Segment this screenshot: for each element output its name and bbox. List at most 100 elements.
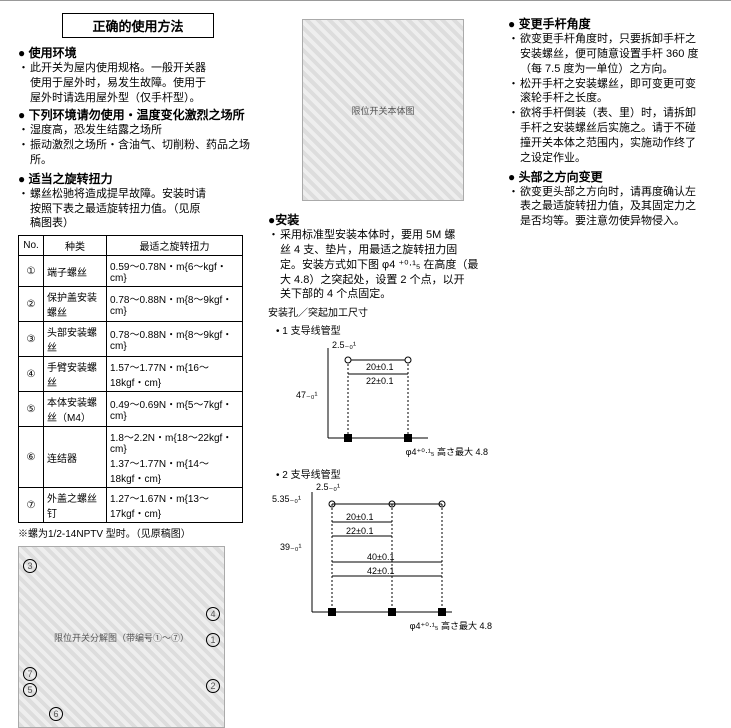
lever-angle-p1: ・ 欲变更手杆角度时，只要拆卸手杆之 安装螺丝，便可随意设置手杆 360 度 （…: [508, 32, 718, 77]
dimension-diagram-2: 2.5₋₀¹ 5.35₋₀¹ 20±0.1 22±0.1 39₋₀¹ 40±0.…: [272, 482, 492, 632]
dim-note: φ4⁺⁰·¹₅ 高さ最大 4.8: [406, 445, 488, 458]
th-type: 种类: [44, 236, 107, 256]
text-line: 稿图表）: [30, 216, 258, 231]
forbidden-env-heading-text: 下列环境请勿使用・温度变化激烈之场所: [29, 108, 245, 122]
page-title: 正确的使用方法: [62, 13, 214, 38]
usage-env-heading: ● 使用环境: [18, 44, 258, 61]
dim-text: 20±0.1: [346, 512, 373, 522]
page: 正确的使用方法 ● 使用环境 ・ 此开关为屋内使用规格。一般开关器 使用于屋外时…: [0, 5, 731, 728]
text-line: 按照下表之最适旋转扭力值。（见原: [30, 202, 258, 217]
dim1-svg: [288, 338, 488, 458]
lever-angle-p2: ・ 松开手杆之安装螺丝，即可变更可变 滚轮手杆之长度。: [508, 77, 718, 107]
forbidden-env-heading: ● 下列环境请勿使用・温度变化激烈之场所: [18, 108, 258, 124]
lever-angle-heading: ● 变更手杆角度: [508, 15, 718, 32]
text-line: （每 7.5 度为一单位）之方向。: [520, 62, 718, 77]
cell-no: ④: [19, 357, 44, 392]
dim-text: 47₋₀¹: [296, 390, 318, 401]
torque-heading: ● 适当之旋转扭力: [18, 170, 258, 187]
dim2-label: • 2 支导线管型: [276, 466, 498, 481]
text-line: 此开关为屋内使用规格。一般开关器: [30, 61, 258, 76]
cell-type: 连结器: [44, 427, 107, 488]
text-line: 之设定作业。: [520, 151, 718, 166]
table-row: ⑤本体安装螺丝（M4）0.49～0.69N・m{5～7kgf・cm}: [19, 392, 243, 427]
dim-note: φ4⁺⁰·¹₅ 高さ最大 4.8: [410, 619, 492, 632]
text-line: 表之最适旋转扭力值，及其固定力之: [520, 199, 718, 214]
cell-no: ⑤: [19, 392, 44, 427]
usage-env-paragraph: ・ 此开关为屋内使用规格。一般开关器 使用于屋外时，易发生故障。使用于 屋外时请…: [18, 61, 258, 106]
cell-torque: 0.78～0.88N・m{8～9kgf・cm}: [107, 322, 243, 357]
install-paragraph: ・ 采用标准型安装本体时，要用 5M 螺 丝 4 支、垫片，用最适之旋转扭力固 …: [268, 228, 498, 302]
cell-no: ⑥: [19, 427, 44, 488]
text-line: 欲将手杆倒装（表、里）时，请拆卸: [520, 106, 718, 121]
cell-no: ⑦: [19, 488, 44, 523]
dim-text: 22±0.1: [366, 376, 393, 386]
dim1-label: • 1 支导线管型: [276, 322, 498, 337]
mounting-hole-label: 安装孔／突起加工尺寸: [268, 304, 498, 319]
cell-torque: 1.57～1.77N・m{16～18kgf・cm}: [107, 357, 243, 392]
env-bullet-1: ・ 湿度高，恐发生结露之场所: [18, 123, 258, 138]
dim-text: 22±0.1: [346, 526, 373, 536]
text-line: 撞开关本体之范围内，实施动作终了: [520, 136, 718, 151]
torque-paragraph: ・ 螺丝松驰将造成提早故障。安装时请 按照下表之最适旋转扭力值。（见原 稿图表）: [18, 187, 258, 232]
cell-torque: 0.49～0.69N・m{5～7kgf・cm}: [107, 392, 243, 427]
text-line: 滚轮手杆之长度。: [520, 91, 718, 106]
cell-torque: 1.27～1.67N・m{13～17kgf・cm}: [107, 488, 243, 523]
text-line: 螺丝松驰将造成提早故障。安装时请: [30, 187, 258, 202]
dim-text: 2.5₋₀¹: [332, 340, 356, 351]
text-line: 松开手杆之安装螺丝，即可变更可变: [520, 77, 718, 92]
install-heading-text: 安装: [275, 213, 299, 227]
lever-angle-heading-text: 变更手杆角度: [519, 17, 591, 31]
cell-torque: 0.78～0.88N・m{8～9kgf・cm}: [107, 287, 243, 322]
figure-placeholder-text: 限位开关分解图（带编号①～⑦）: [54, 631, 189, 644]
column-2: 限位开关本体图 ●安装 ・ 采用标准型安装本体时，要用 5M 螺 丝 4 支、垫…: [268, 13, 498, 728]
head-direction-heading-text: 头部之方向变更: [519, 170, 603, 184]
env-bullet-2: ・ 振动激烈之场所・含油气、切削粉、药品之场所。: [18, 138, 258, 168]
dim-text: 20±0.1: [366, 362, 393, 372]
torque-heading-text: 适当之旋转扭力: [29, 172, 113, 186]
cell-type: 本体安装螺丝（M4）: [44, 392, 107, 427]
torque-table-note: ※螺为1/2-14NPTV 型时。（见原稿图）: [18, 525, 258, 540]
cell-type: 外盖之螺丝钉: [44, 488, 107, 523]
text-line: 屋外时请选用屋外型（仅手杆型）。: [30, 91, 258, 106]
cell-no: ③: [19, 322, 44, 357]
text-line: 关下部的 4 个点固定。: [280, 287, 498, 302]
cell-type: 头部安装螺丝: [44, 322, 107, 357]
exploded-view-figure: 限位开关分解图（带编号①～⑦） 3 4 1 7 2 6 5: [18, 546, 225, 728]
cell-no: ①: [19, 256, 44, 287]
text-line: 丝 4 支、垫片，用最适之旋转扭力固: [280, 243, 498, 258]
text-line: 欲变更头部之方向时，请再度确认左: [520, 185, 718, 200]
dim-text: 42±0.1: [367, 566, 394, 576]
th-torque: 最适之旋转扭力: [107, 236, 243, 256]
dim-text: 2.5₋₀¹: [316, 482, 340, 493]
th-no: No.: [19, 236, 44, 256]
text-line: 定。安装方式如下图 φ4 ⁺⁰·¹₅ 在高度（最: [280, 258, 498, 273]
dimension-diagram-1: 2.5₋₀¹ 20±0.1 22±0.1 47₋₀¹ φ4⁺⁰·¹₅ 高さ最大 …: [288, 338, 488, 458]
dim-text: 39₋₀¹: [280, 542, 302, 553]
text-line: 大 4.8）之突起处，设置 2 个点，以开: [280, 273, 498, 288]
table-row: ②保护盖安装螺丝0.78～0.88N・m{8～9kgf・cm}: [19, 287, 243, 322]
cell-type: 保护盖安装螺丝: [44, 287, 107, 322]
lever-angle-p3: ・ 欲将手杆倒装（表、里）时，请拆卸 手杆之安装螺丝后实施之。请于不碰 撞开关本…: [508, 106, 718, 165]
cell-torque: 0.59～0.78N・m{6～kgf・cm}: [107, 256, 243, 287]
text-line: 手杆之安装螺丝后实施之。请于不碰: [520, 121, 718, 136]
torque-table: No. 种类 最适之旋转扭力 ①端子螺丝0.59～0.78N・m{6～kgf・c…: [18, 235, 243, 523]
table-row: ⑥连结器1.8～2.2N・m{18～22kgf・cm}1.37～1.77N・m{…: [19, 427, 243, 488]
text-line: 采用标准型安装本体时，要用 5M 螺: [280, 228, 498, 243]
column-3: ● 变更手杆角度 ・ 欲变更手杆角度时，只要拆卸手杆之 安装螺丝，便可随意设置手…: [508, 13, 718, 728]
cell-no: ②: [19, 287, 44, 322]
dim-text: 40±0.1: [367, 552, 394, 562]
column-1: 正确的使用方法 ● 使用环境 ・ 此开关为屋内使用规格。一般开关器 使用于屋外时…: [18, 13, 258, 728]
text-line: 安装螺丝，便可随意设置手杆 360 度: [520, 47, 718, 62]
usage-env-heading-text: 使用环境: [29, 46, 77, 60]
cell-type: 手臂安装螺丝: [44, 357, 107, 392]
text-line: 湿度高，恐发生结露之场所: [30, 123, 258, 138]
head-direction-p1: ・ 欲变更头部之方向时，请再度确认左 表之最适旋转扭力值，及其固定力之 是否均等…: [508, 185, 718, 230]
figure-placeholder-text: 限位开关本体图: [351, 104, 414, 117]
install-heading: ●安装: [268, 211, 498, 228]
head-direction-heading: ● 头部之方向变更: [508, 168, 718, 185]
main-body-figure: 限位开关本体图: [302, 19, 464, 201]
table-row: ⑦外盖之螺丝钉1.27～1.67N・m{13～17kgf・cm}: [19, 488, 243, 523]
table-row: ③头部安装螺丝0.78～0.88N・m{8～9kgf・cm}: [19, 322, 243, 357]
text-line: 使用于屋外时，易发生故障。使用于: [30, 76, 258, 91]
cell-type: 端子螺丝: [44, 256, 107, 287]
